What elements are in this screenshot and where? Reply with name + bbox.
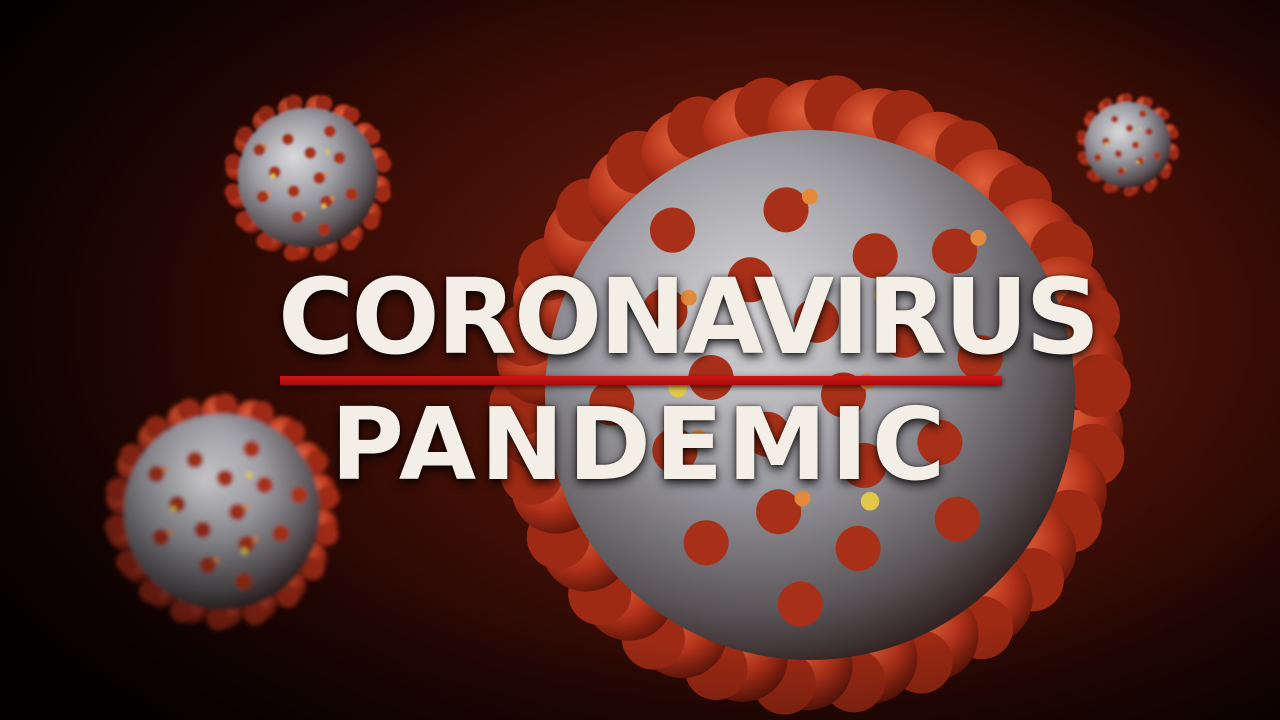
headline-title: CORONAVIRUS: [278, 256, 1100, 378]
headline: CORONAVIRUS PANDEMIC: [270, 256, 1100, 503]
headline-divider: [280, 376, 1002, 385]
headline-subtitle: PANDEMIC: [330, 386, 950, 503]
